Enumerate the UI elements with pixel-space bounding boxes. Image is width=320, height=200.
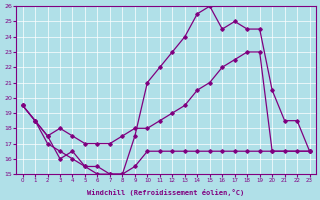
X-axis label: Windchill (Refroidissement éolien,°C): Windchill (Refroidissement éolien,°C) (87, 189, 245, 196)
